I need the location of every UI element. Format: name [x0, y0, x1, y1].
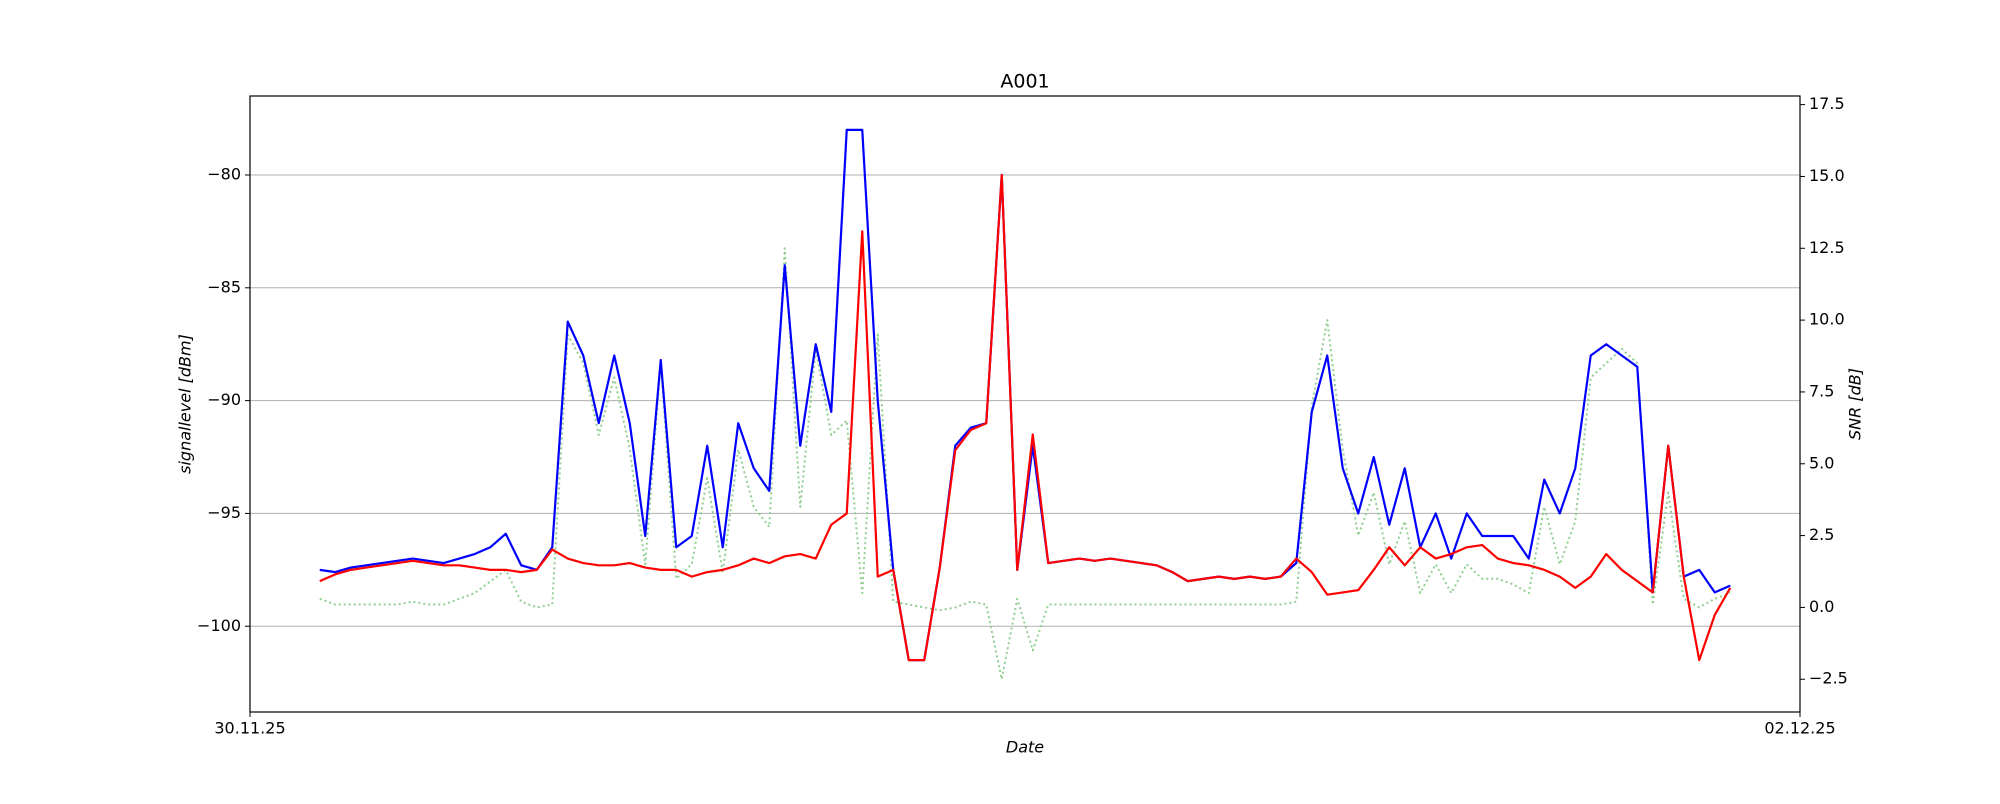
series-line — [319, 247, 1731, 681]
chart-title: A001 — [1000, 71, 1049, 93]
y-tick-label: −85 — [207, 277, 241, 296]
y2-tick-label: 17.5 — [1809, 94, 1845, 113]
series-line — [319, 173, 1732, 662]
y-tick-label: −80 — [207, 164, 241, 183]
x-axis-label: Date — [1006, 738, 1044, 757]
y2-tick-label: 15.0 — [1809, 166, 1845, 185]
y2-tick-label: 12.5 — [1809, 238, 1845, 257]
y2-axis-label: SNR [dB] — [1846, 368, 1865, 440]
x-tick-label: 02.12.25 — [1764, 719, 1835, 738]
series-line — [319, 128, 1731, 662]
plot-frame — [249, 95, 1801, 713]
y2-tick-label: −2.5 — [1809, 669, 1848, 688]
x-tick-label: 30.11.25 — [214, 719, 285, 738]
y-tick-label: −90 — [207, 390, 241, 409]
y2-tick-label: 10.0 — [1809, 310, 1845, 329]
y-tick-label: −95 — [207, 503, 241, 522]
y2-tick-label: 5.0 — [1809, 453, 1834, 472]
y-tick-label: −100 — [197, 616, 241, 635]
y2-tick-label: 7.5 — [1809, 381, 1834, 400]
y2-tick-label: 2.5 — [1809, 525, 1834, 544]
y-axis-label: signallevel [dBm] — [176, 334, 195, 474]
y2-tick-label: 0.0 — [1809, 597, 1834, 616]
